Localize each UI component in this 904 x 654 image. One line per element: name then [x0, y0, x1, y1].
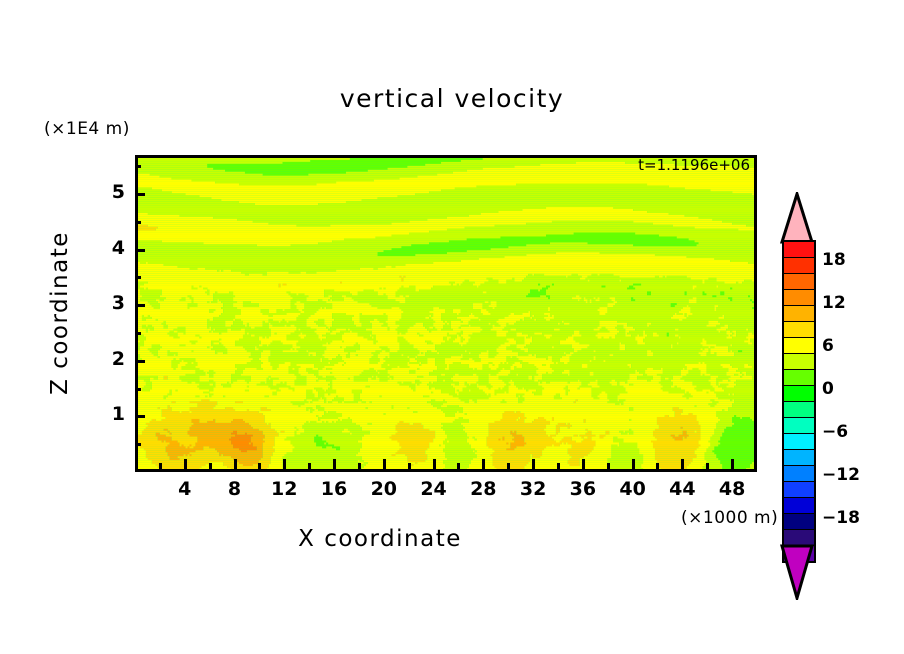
colorbar-band	[784, 401, 814, 417]
y-tick-minor	[135, 165, 141, 169]
x-tick-minor	[258, 463, 262, 469]
y-tick-label: 3	[111, 292, 125, 315]
colorbar-band	[784, 305, 814, 321]
colorbar-band	[784, 497, 814, 513]
y-tick-major	[135, 359, 145, 363]
x-tick-label: 20	[370, 478, 398, 500]
x-tick-label: 4	[178, 478, 192, 500]
colorbar-band	[784, 481, 814, 497]
colorbar-tick-label: 18	[822, 250, 846, 271]
y-tick-major	[135, 415, 145, 419]
x-tick-major	[283, 459, 287, 469]
colorbar-band	[784, 289, 814, 305]
x-tick-minor	[308, 463, 312, 469]
x-tick-label: 44	[669, 478, 696, 500]
colorbar-tick-label: 0	[822, 379, 834, 399]
y-tick-major	[135, 304, 145, 308]
contour-plot-area: t=1.1196e+06	[135, 155, 757, 472]
x-tick-major	[532, 459, 536, 469]
x-tick-major	[482, 459, 486, 469]
x-tick-label: 16	[320, 478, 348, 500]
y-axis-label: Z coordinate	[47, 231, 73, 395]
colorbar-band	[784, 417, 814, 433]
y-tick-major	[135, 192, 145, 196]
x-tick-label: 24	[420, 478, 447, 500]
x-tick-minor	[656, 463, 660, 469]
colorbar-tick-label: 12	[822, 293, 846, 314]
x-tick-major	[581, 459, 585, 469]
y-tick-minor	[135, 387, 141, 391]
x-tick-major	[233, 459, 237, 469]
y-tick-minor	[135, 220, 141, 224]
y-tick-minor	[135, 276, 141, 280]
x-tick-major	[681, 459, 685, 469]
colorbar-band	[784, 433, 814, 449]
x-tick-label: 40	[619, 478, 646, 500]
x-tick-minor	[158, 463, 162, 469]
x-tick-minor	[208, 463, 212, 469]
colorbar-under-arrow	[780, 544, 814, 600]
x-tick-minor	[357, 463, 361, 469]
x-tick-label: 36	[569, 478, 597, 500]
colorbar-band	[784, 353, 814, 369]
y-tick-minor	[135, 331, 141, 335]
x-tick-major	[631, 459, 635, 469]
x-tick-major	[432, 459, 436, 469]
x-tick-label: 48	[718, 478, 746, 500]
vertical-velocity-field	[138, 158, 754, 469]
time-annotation: t=1.1196e+06	[638, 156, 750, 174]
colorbar-tick-label: 6	[822, 336, 834, 357]
y-tick-major	[135, 248, 145, 252]
colorbar-band	[784, 257, 814, 273]
x-axis-unit-label: (×1000 m)	[681, 508, 779, 528]
colorbar-band	[784, 242, 814, 257]
colorbar-band	[784, 337, 814, 353]
colorbar-tick-label: −12	[822, 464, 860, 485]
x-tick-minor	[556, 463, 560, 469]
page-title: vertical velocity	[339, 84, 565, 113]
colorbar-band	[784, 273, 814, 289]
y-tick-minor	[135, 443, 141, 447]
y-tick-label: 4	[111, 236, 125, 259]
colorbar: 18 12 6 0 −6 −12 −18	[770, 192, 890, 600]
x-tick-minor	[407, 463, 411, 469]
colorbar-band	[784, 449, 814, 465]
x-tick-label: 28	[470, 478, 497, 500]
x-tick-minor	[606, 463, 610, 469]
x-tick-label: 8	[227, 478, 242, 500]
x-tick-major	[382, 459, 386, 469]
x-axis-label: X coordinate	[298, 526, 462, 552]
colorbar-band	[784, 369, 814, 385]
colorbar-tick-label: −18	[822, 507, 860, 528]
colorbar-over-arrow	[780, 192, 814, 244]
x-tick-label: 32	[519, 478, 547, 500]
colorbar-band	[784, 385, 814, 401]
x-tick-minor	[706, 463, 710, 469]
colorbar-band	[784, 513, 814, 529]
x-tick-minor	[457, 463, 461, 469]
x-tick-major	[333, 459, 337, 469]
y-tick-label: 5	[111, 180, 125, 203]
colorbar-tick-label: −6	[822, 421, 849, 442]
y-axis-unit-label: (×1E4 m)	[44, 119, 130, 139]
colorbar-band	[784, 529, 814, 545]
colorbar-band	[784, 465, 814, 481]
x-tick-minor	[507, 463, 511, 469]
y-tick-label: 1	[111, 403, 125, 426]
x-tick-major	[183, 459, 187, 469]
y-tick-label: 2	[111, 347, 125, 370]
x-tick-label: 12	[271, 478, 298, 500]
colorbar-bands	[782, 240, 816, 563]
x-tick-major	[731, 459, 735, 469]
colorbar-band	[784, 321, 814, 337]
